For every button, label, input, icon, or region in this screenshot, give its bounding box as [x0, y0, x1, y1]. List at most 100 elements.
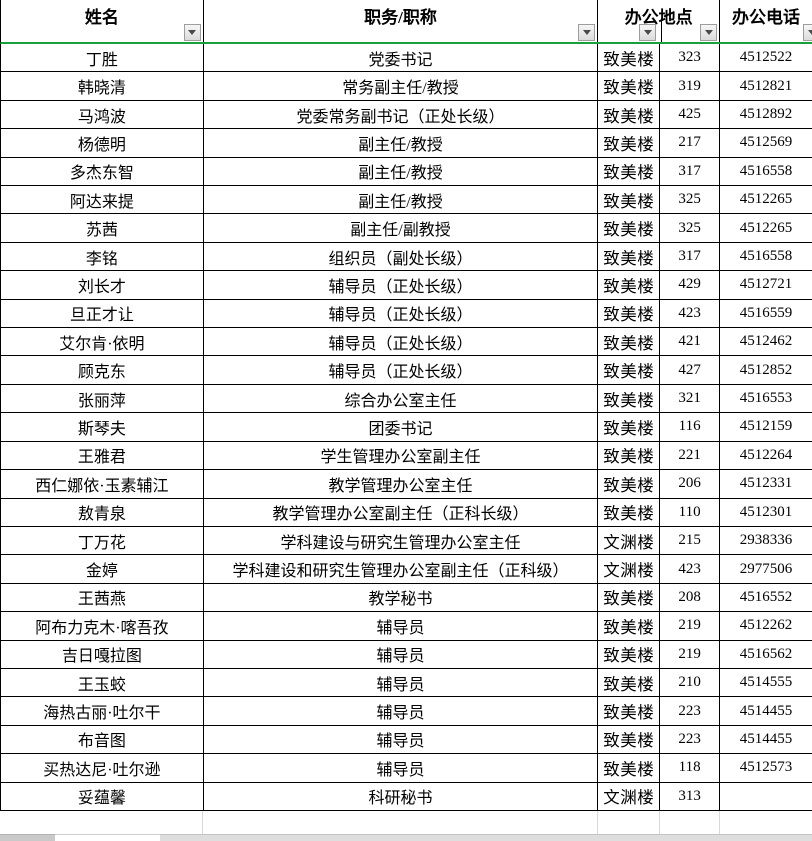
building-cell[interactable]: 致美楼 [598, 583, 661, 612]
phone-cell[interactable]: 4512522 [739, 49, 793, 66]
position-cell[interactable]: 党委常务副书记（正处长级） [204, 100, 599, 129]
room-cell[interactable]: 423 [660, 555, 721, 583]
room-cell[interactable]: 116 [660, 413, 721, 441]
table-row[interactable]: 阿布力克木·喀吾孜 辅导员 致美楼 219 4512262 [1, 612, 812, 641]
name-cell[interactable]: 丁万花 [1, 526, 204, 555]
position-cell[interactable]: 党委书记 [204, 44, 599, 72]
phone-cell[interactable]: 4516553 [739, 390, 793, 407]
name-cell[interactable]: 买热达尼·吐尔逊 [1, 754, 204, 782]
building-cell[interactable]: 致美楼 [598, 186, 661, 214]
position-cell[interactable]: 学生管理办公室副主任 [204, 441, 599, 470]
position-cell[interactable]: 学科建设与研究生管理办公室主任 [204, 526, 599, 555]
position-cell[interactable]: 辅导员 [204, 725, 599, 754]
name-cell[interactable]: 阿布力克木·喀吾孜 [1, 612, 204, 640]
table-row[interactable]: 金婷 学科建设和研究生管理办公室副主任（正科级） 文渊楼 423 2977506 [1, 555, 812, 584]
table-row[interactable]: 买热达尼·吐尔逊 辅导员 致美楼 118 4512573 [1, 754, 812, 783]
building-cell[interactable]: 致美楼 [598, 725, 661, 754]
position-cell[interactable]: 学科建设和研究生管理办公室副主任（正科级） [204, 555, 599, 583]
room-cell[interactable]: 223 [660, 725, 721, 754]
phone-cell[interactable]: 4512462 [739, 333, 793, 350]
table-row[interactable]: 杨德明 副主任/教授 致美楼 217 4512569 [1, 129, 812, 158]
name-cell[interactable]: 海热古丽·吐尔干 [1, 697, 204, 725]
name-cell[interactable]: 韩晓清 [1, 72, 204, 100]
position-cell[interactable]: 辅导员 [204, 697, 599, 725]
name-cell[interactable]: 王茜燕 [1, 583, 204, 612]
room-cell[interactable]: 321 [660, 384, 721, 413]
position-cell[interactable]: 辅导员 [204, 668, 599, 697]
position-cell[interactable]: 组织员（副处长级） [204, 242, 599, 271]
phone-cell[interactable]: 4512569 [739, 134, 793, 151]
table-row[interactable]: 多杰东智 副主任/教授 致美楼 317 4516558 [1, 157, 812, 187]
name-cell[interactable]: 王雅君 [1, 441, 204, 470]
table-row[interactable]: 王茜燕 教学秘书 致美楼 208 4516552 [1, 583, 812, 613]
table-row[interactable]: 海热古丽·吐尔干 辅导员 致美楼 223 4514455 [1, 697, 812, 726]
empty-grid-area[interactable] [0, 811, 812, 834]
name-cell[interactable]: 布音图 [1, 725, 204, 754]
phone-cell[interactable]: 4512265 [739, 191, 793, 208]
table-row[interactable]: 丁万花 学科建设与研究生管理办公室主任 文渊楼 215 2938336 [1, 526, 812, 556]
name-cell[interactable]: 杨德明 [1, 129, 204, 157]
building-cell[interactable]: 致美楼 [598, 470, 661, 498]
room-cell[interactable]: 206 [660, 470, 721, 498]
room-cell[interactable]: 319 [660, 72, 721, 100]
table-row[interactable]: 刘长才 辅导员（正处长级） 致美楼 429 4512721 [1, 271, 812, 300]
name-cell[interactable]: 刘长才 [1, 271, 204, 299]
phone-cell[interactable]: 4512262 [739, 617, 793, 634]
building-cell[interactable]: 致美楼 [598, 640, 661, 668]
table-row[interactable]: 王雅君 学生管理办公室副主任 致美楼 221 4512264 [1, 441, 812, 471]
building-cell[interactable]: 致美楼 [598, 328, 661, 356]
position-cell[interactable]: 辅导员（正处长级） [204, 356, 599, 384]
position-cell[interactable]: 常务副主任/教授 [204, 72, 599, 100]
header-cell-position[interactable]: 职务/职称 [204, 0, 599, 42]
name-cell[interactable]: 李铭 [1, 242, 204, 271]
building-cell[interactable]: 文渊楼 [598, 782, 661, 810]
room-cell[interactable]: 215 [660, 526, 721, 555]
room-cell[interactable]: 217 [660, 129, 721, 157]
building-cell[interactable]: 致美楼 [598, 100, 661, 129]
table-row[interactable]: 丁胜 党委书记 致美楼 323 4512522 [1, 44, 812, 73]
room-cell[interactable]: 429 [660, 271, 721, 299]
position-cell[interactable]: 辅导员（正处长级） [204, 271, 599, 299]
room-cell[interactable]: 210 [660, 668, 721, 697]
table-row[interactable]: 阿达来提 副主任/教授 致美楼 325 4512265 [1, 186, 812, 215]
phone-cell[interactable]: 4512159 [739, 418, 793, 435]
phone-cell[interactable]: 4512573 [739, 759, 793, 776]
room-cell[interactable]: 421 [660, 328, 721, 356]
phone-cell[interactable]: 4516558 [739, 162, 793, 179]
phone-cell[interactable] [720, 783, 812, 810]
room-cell[interactable]: 221 [660, 441, 721, 470]
building-cell[interactable]: 致美楼 [598, 214, 661, 242]
room-cell[interactable]: 110 [660, 498, 721, 526]
filter-button-room[interactable] [700, 24, 718, 41]
phone-cell[interactable]: 4512301 [739, 503, 793, 520]
name-cell[interactable]: 顾克东 [1, 356, 204, 384]
building-cell[interactable]: 致美楼 [598, 384, 661, 413]
filter-button-building[interactable] [639, 24, 657, 41]
position-cell[interactable]: 教学管理办公室主任 [204, 470, 599, 498]
phone-cell[interactable]: 4512892 [739, 106, 793, 123]
header-cell-location[interactable]: 办公地点 [598, 0, 721, 42]
room-cell[interactable]: 317 [660, 242, 721, 271]
building-cell[interactable]: 致美楼 [598, 413, 661, 441]
room-cell[interactable]: 223 [660, 697, 721, 725]
filter-button-phone[interactable] [803, 24, 812, 41]
name-cell[interactable]: 吉日嘎拉图 [1, 640, 204, 668]
position-cell[interactable]: 团委书记 [204, 413, 599, 441]
building-cell[interactable]: 致美楼 [598, 129, 661, 157]
table-row[interactable]: 艾尔肯·依明 辅导员（正处长级） 致美楼 421 4512462 [1, 328, 812, 357]
position-cell[interactable]: 科研秘书 [204, 782, 599, 810]
name-cell[interactable]: 苏茜 [1, 214, 204, 242]
room-cell[interactable]: 325 [660, 214, 721, 242]
building-cell[interactable]: 致美楼 [598, 299, 661, 328]
phone-cell[interactable]: 4512821 [739, 77, 793, 94]
building-cell[interactable]: 致美楼 [598, 44, 661, 72]
building-cell[interactable]: 致美楼 [598, 356, 661, 384]
phone-cell[interactable]: 4516559 [739, 304, 793, 321]
position-cell[interactable]: 教学秘书 [204, 583, 599, 612]
phone-cell[interactable]: 4516558 [739, 248, 793, 265]
phone-cell[interactable]: 4512265 [739, 219, 793, 236]
table-row[interactable]: 妥蕴馨 科研秘书 文渊楼 313 [1, 782, 812, 811]
phone-cell[interactable]: 4514455 [739, 702, 793, 719]
name-cell[interactable]: 西仁娜依·玉素辅江 [1, 470, 204, 498]
building-cell[interactable]: 致美楼 [598, 72, 661, 100]
